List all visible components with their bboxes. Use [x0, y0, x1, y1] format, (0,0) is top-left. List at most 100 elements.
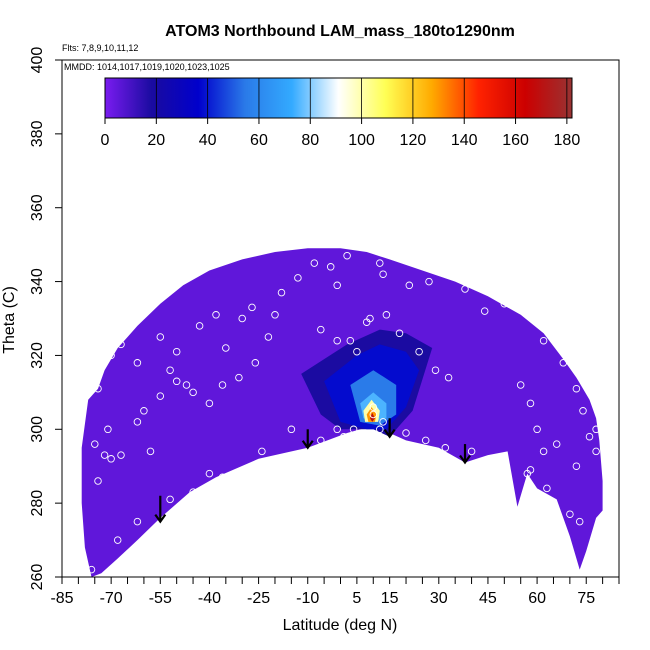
observation-point	[172, 347, 181, 356]
observation-point	[294, 274, 302, 282]
colorbar-tick-label: 160	[502, 132, 529, 149]
observation-point	[366, 314, 374, 323]
observation-point	[526, 466, 535, 474]
observation-point	[94, 384, 102, 393]
x-tick-label: -25	[247, 590, 270, 607]
colorbar-tick-label: 120	[400, 132, 427, 149]
y-axis: 260 280 300 320 340 360 380 400	[29, 47, 62, 591]
observation-point	[552, 440, 561, 448]
observation-point	[133, 517, 142, 526]
observation-point	[402, 429, 410, 437]
observation-point	[189, 488, 197, 496]
x-tick-label: 60	[528, 590, 546, 607]
observation-point	[559, 359, 568, 367]
observation-point	[369, 410, 378, 419]
colorbar-tick-label: 80	[301, 132, 319, 149]
y-tick-label: 380	[29, 120, 46, 147]
observation-point	[182, 381, 191, 389]
y-tick-label: 320	[29, 342, 46, 369]
arrow-head	[383, 429, 396, 439]
observation-point	[238, 314, 246, 323]
observation-point	[395, 329, 404, 338]
observation-point	[264, 333, 273, 341]
x-tick-label: 5	[352, 590, 361, 607]
observation-point	[376, 425, 384, 434]
colorbar-tick-label: 140	[451, 132, 478, 149]
observation-point	[379, 270, 387, 278]
observation-point	[107, 351, 115, 360]
observation-point	[425, 277, 433, 286]
colorbar-tick-label: 100	[348, 132, 375, 149]
observation-point	[566, 510, 574, 518]
y-tick-label: 260	[29, 564, 46, 591]
observation-point	[107, 455, 115, 463]
observation-point	[516, 381, 525, 389]
observation-point	[117, 340, 125, 349]
observation-point	[100, 451, 109, 459]
observation-point	[431, 366, 440, 374]
observation-point	[133, 418, 142, 426]
observation-point	[310, 259, 319, 267]
x-tick-label: 45	[479, 590, 497, 607]
x-tick-label: -70	[100, 590, 123, 607]
colorbar-tick-label: 20	[147, 132, 165, 149]
observation-point	[353, 347, 361, 356]
observation-point	[218, 381, 227, 389]
colorbar-ticks: 0 20 40 60 80 100 120 140 160 180	[101, 78, 581, 149]
colorbar-rect	[104, 77, 573, 119]
arrow-head	[301, 440, 314, 450]
observation-point	[140, 407, 148, 415]
observation-point	[205, 469, 214, 478]
observation-point	[444, 373, 453, 382]
observation-point	[543, 484, 551, 493]
observation-point	[287, 425, 296, 434]
y-tick-label: 280	[29, 490, 46, 517]
observation-point	[405, 281, 414, 290]
y-tick-label: 340	[29, 268, 46, 295]
observation-point	[189, 388, 197, 397]
observation-point	[500, 299, 509, 308]
observation-point	[480, 307, 489, 315]
observation-point	[572, 462, 581, 470]
y-tick-label: 360	[29, 194, 46, 221]
observation-point	[572, 384, 581, 393]
observation-point	[172, 377, 181, 386]
observation-point	[333, 425, 341, 434]
observation-point	[376, 259, 384, 267]
observation-point	[258, 447, 266, 456]
x-axis: -85 -70 -55 -40 -25 -10 5 15 30 45 60 75	[50, 577, 620, 607]
tropopause-arrows	[154, 418, 471, 524]
observation-point	[248, 303, 256, 312]
observation-point	[539, 336, 548, 345]
observation-point	[104, 425, 112, 434]
observation-point	[94, 477, 102, 485]
colorbar: 0 20 40 60 80 100 120 140 160 180	[101, 77, 581, 149]
arrow-head	[459, 454, 471, 465]
plot-contents	[81, 248, 603, 578]
y-tick-label: 400	[29, 47, 46, 74]
colorbar-tick-label: 0	[101, 132, 110, 149]
observation-point	[195, 322, 204, 330]
observation-point	[271, 311, 279, 319]
observation-point	[87, 565, 96, 574]
observation-point	[133, 359, 142, 367]
observation-point	[146, 447, 155, 456]
observation-point	[212, 311, 220, 319]
x-tick-label: -40	[198, 590, 221, 607]
observation-point	[382, 311, 391, 319]
observation-point	[117, 451, 125, 459]
x-axis-label: Latitude (deg N)	[283, 617, 398, 634]
observation-point	[575, 517, 584, 526]
flights-label: Flts: 7,8,9,10,11,12	[62, 43, 138, 53]
x-tick-label: 30	[430, 590, 448, 607]
observation-point	[222, 344, 230, 352]
observation-point	[218, 473, 227, 482]
observation-point	[110, 565, 119, 574]
observation-point	[333, 336, 341, 345]
observation-point	[277, 288, 286, 297]
observation-point	[113, 536, 122, 544]
observation-point	[533, 425, 541, 434]
colorbar-tick-label: 40	[199, 132, 217, 149]
colorbar-tick-label: 180	[554, 132, 581, 149]
chart-title: ATOM3 Northbound LAM_mass_180to1290nm	[165, 23, 515, 40]
